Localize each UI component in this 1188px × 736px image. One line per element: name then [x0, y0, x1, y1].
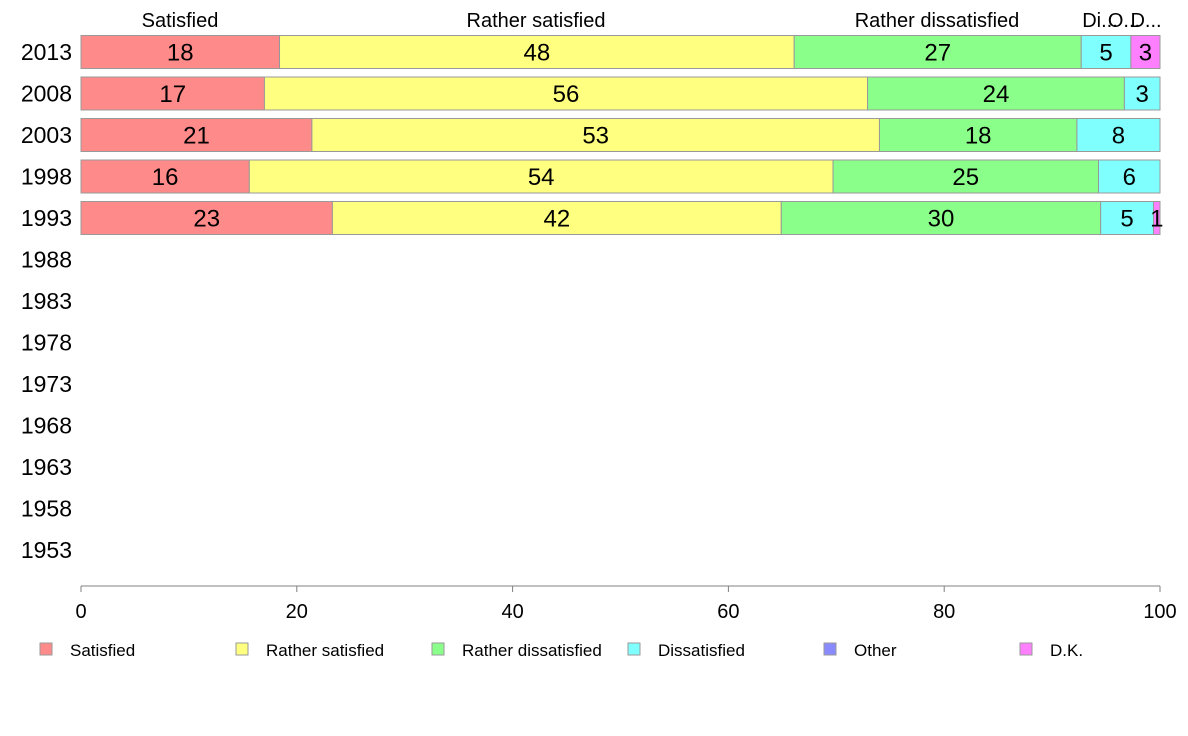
bar-segment-2013-d-k-	[1130, 35, 1161, 69]
x-tick-label: 60	[717, 601, 739, 623]
top-category-labels: Satisfied Rather satisfied Rather dissatis…	[142, 10, 1162, 32]
bar-segment-1993-rather-satisfied	[331, 201, 782, 235]
top-label-dissatisfied: Di...	[1082, 10, 1118, 32]
top-label-satisfied: Satisfied	[142, 10, 219, 32]
bar-segment-2003-rather-satisfied	[311, 118, 880, 152]
data-label: 17	[159, 81, 186, 108]
year-label: 1958	[21, 496, 72, 522]
bar-segment-1993-rather-dissatisfied	[780, 201, 1102, 235]
x-tick-label: 100	[1143, 601, 1176, 623]
data-label: 53	[582, 123, 609, 150]
year-label: 1988	[21, 247, 72, 273]
data-label: 3	[1136, 81, 1149, 108]
legend-label: Rather dissatisfied	[462, 641, 602, 660]
legend-label: Satisfied	[70, 641, 135, 660]
bar-segment-1993-satisfied	[80, 201, 333, 235]
data-label: 54	[528, 164, 555, 191]
x-tick-label: 20	[286, 601, 308, 623]
top-label-rather-satisfied: Rather satisfied	[467, 10, 606, 32]
data-label: 6	[1123, 164, 1136, 191]
bar-segment-2003-dissatisfied	[1076, 118, 1161, 152]
bar-segment-2013-dissatisfied	[1080, 35, 1132, 69]
data-label: 1	[1150, 206, 1163, 233]
legend-label: Other	[854, 641, 897, 660]
legend-swatch	[39, 642, 53, 656]
legend-label: D.K.	[1050, 641, 1083, 660]
data-label: 18	[167, 40, 194, 67]
bar-segment-1998-rather-satisfied	[248, 159, 834, 194]
bar-segment-1993-d-k-	[1153, 201, 1161, 235]
bar-area: 18 48 27 5 317 56 24 321 53 18 816 54 25 623 42 30 5 1	[80, 35, 1163, 235]
year-label: 2003	[21, 122, 72, 148]
x-tick-label: 80	[933, 601, 955, 623]
bar-segment-2013-rather-dissatisfied	[793, 35, 1082, 69]
bar-segment-2008-dissatisfied	[1123, 76, 1161, 111]
legend-swatch	[431, 642, 445, 656]
top-label-dk: D...	[1130, 10, 1161, 32]
data-label: 5	[1099, 40, 1112, 67]
data-label: 21	[183, 123, 210, 150]
year-axis: 2013 2008 2003 1998 1993 1988 1983 1978 1973 1968…	[21, 39, 72, 563]
legend-swatch	[823, 642, 837, 656]
x-tick-label: 40	[501, 601, 523, 623]
bar-segment-1998-rather-dissatisfied	[832, 159, 1099, 194]
year-label: 1983	[21, 288, 72, 314]
data-label: 25	[952, 164, 979, 191]
data-label: 27	[924, 40, 951, 67]
data-label: 18	[965, 123, 992, 150]
year-label: 1978	[21, 330, 72, 356]
year-label: 1953	[21, 537, 72, 563]
bar-segment-2013-satisfied	[80, 35, 281, 69]
data-label: 24	[983, 81, 1010, 108]
top-label-rather-dissatisfied: Rather dissatisfied	[855, 10, 1020, 32]
bar-segment-2008-rather-satisfied	[263, 76, 869, 111]
year-label: 1963	[21, 454, 72, 480]
x-axis: 0 20 40 60 80 100	[75, 585, 1177, 623]
bar-segment-1998-dissatisfied	[1097, 159, 1161, 194]
legend-swatch	[627, 642, 641, 656]
data-label: 5	[1120, 206, 1133, 233]
bar-segment-2008-satisfied	[80, 76, 265, 111]
legend-label: Dissatisfied	[658, 641, 745, 660]
year-label: 1973	[21, 371, 72, 397]
data-label: 23	[193, 206, 220, 233]
data-label: 48	[524, 40, 551, 67]
legend: Satisfied Rather satisfied Rather dissatis…	[39, 641, 1083, 660]
bar-segment-1998-satisfied	[80, 159, 250, 194]
data-label: 8	[1112, 123, 1125, 150]
year-label: 1998	[21, 164, 72, 190]
bar-segment-2003-rather-dissatisfied	[878, 118, 1078, 152]
legend-swatch	[235, 642, 249, 656]
x-tick-label: 0	[75, 601, 86, 623]
data-label: 3	[1139, 40, 1152, 67]
bar-segment-2008-rather-dissatisfied	[867, 76, 1125, 111]
year-label: 2013	[21, 39, 72, 65]
year-label: 2008	[21, 81, 72, 107]
data-label: 30	[928, 206, 955, 233]
legend-swatch	[1019, 642, 1033, 656]
year-label: 1968	[21, 413, 72, 439]
top-label-other: O...	[1108, 10, 1140, 32]
data-label: 56	[553, 81, 580, 108]
year-label: 1993	[21, 205, 72, 231]
legend-label: Rather satisfied	[266, 641, 384, 660]
data-label: 42	[543, 206, 570, 233]
data-label: 16	[152, 164, 179, 191]
